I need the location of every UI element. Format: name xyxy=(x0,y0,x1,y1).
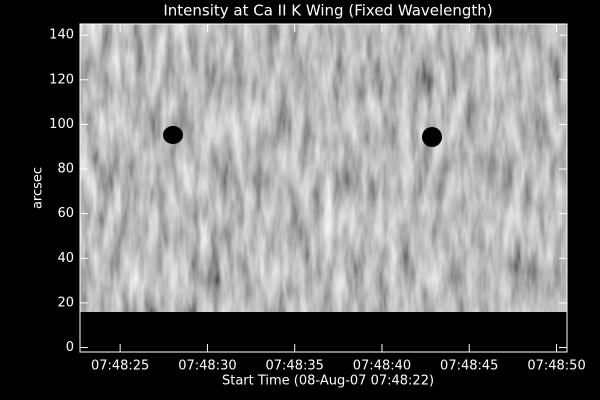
y-tick-label: 120 xyxy=(49,72,74,87)
x-tick-label: 07:48:45 xyxy=(440,359,498,374)
x-tick-label: 07:48:25 xyxy=(91,359,149,374)
x-tick-label: 07:48:35 xyxy=(266,359,324,374)
y-tick-label: 40 xyxy=(57,251,74,266)
y-tick-label: 100 xyxy=(49,117,74,132)
y-tick-label: 140 xyxy=(49,28,74,43)
x-tick-label: 07:48:50 xyxy=(527,359,585,374)
x-tick-label: 07:48:30 xyxy=(178,359,236,374)
image xyxy=(80,24,567,312)
plot-frame xyxy=(79,23,568,353)
y-tick-label: 0 xyxy=(66,340,74,355)
y-tick-label: 20 xyxy=(57,295,74,310)
y-axis-label: arcsec xyxy=(31,167,46,209)
y-tick-label: 80 xyxy=(57,162,74,177)
chart-title: Intensity at Ca II K Wing (Fixed Wavelen… xyxy=(163,2,492,20)
x-tick-label: 07:48:40 xyxy=(353,359,411,374)
y-tick-label: 60 xyxy=(57,206,74,221)
x-axis-label: Start Time (08-Aug-07 07:48:22) xyxy=(222,374,434,389)
